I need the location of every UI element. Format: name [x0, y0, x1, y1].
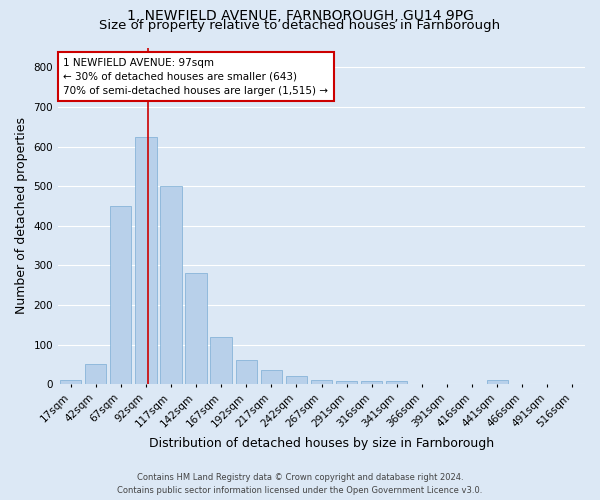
Bar [260, 370, 282, 384]
Bar [336, 381, 357, 384]
Text: 1, NEWFIELD AVENUE, FARNBOROUGH, GU14 9PG: 1, NEWFIELD AVENUE, FARNBOROUGH, GU14 9P… [127, 9, 473, 23]
Bar [386, 382, 407, 384]
Bar [185, 274, 207, 384]
Bar [311, 380, 332, 384]
Bar [211, 336, 232, 384]
Text: Size of property relative to detached houses in Farnborough: Size of property relative to detached ho… [100, 19, 500, 32]
Bar [236, 360, 257, 384]
Bar [487, 380, 508, 384]
Bar [160, 186, 182, 384]
Bar [135, 136, 157, 384]
Text: 1 NEWFIELD AVENUE: 97sqm
← 30% of detached houses are smaller (643)
70% of semi-: 1 NEWFIELD AVENUE: 97sqm ← 30% of detach… [64, 58, 328, 96]
Text: Contains HM Land Registry data © Crown copyright and database right 2024.
Contai: Contains HM Land Registry data © Crown c… [118, 474, 482, 495]
Bar [361, 382, 382, 384]
Bar [110, 206, 131, 384]
Y-axis label: Number of detached properties: Number of detached properties [15, 118, 28, 314]
Bar [286, 376, 307, 384]
Bar [85, 364, 106, 384]
Bar [60, 380, 81, 384]
X-axis label: Distribution of detached houses by size in Farnborough: Distribution of detached houses by size … [149, 437, 494, 450]
